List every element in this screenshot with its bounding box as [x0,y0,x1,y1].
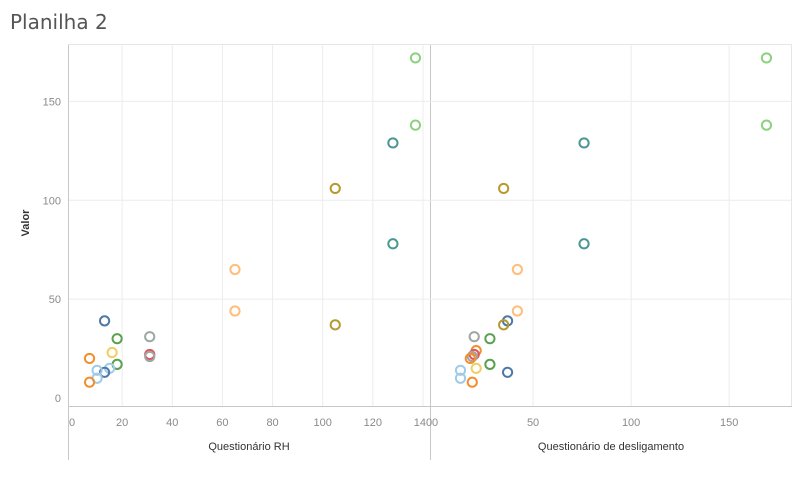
x-tick-label: 150 [720,417,738,429]
data-point[interactable] [144,331,156,343]
data-point[interactable] [329,319,341,331]
data-point[interactable] [466,376,478,388]
data-point[interactable] [409,52,422,64]
data-point[interactable] [498,319,510,331]
data-points [83,52,773,388]
sheet-title: Planilha 2 [10,10,108,34]
data-point[interactable] [578,238,590,250]
data-point[interactable] [511,305,523,317]
y-tick-label: 50 [49,294,61,306]
data-point[interactable] [578,137,590,149]
data-point[interactable] [470,362,482,374]
data-point[interactable] [98,366,111,378]
data-point[interactable] [83,376,96,388]
data-point[interactable] [111,333,123,345]
data-point[interactable] [98,315,111,327]
data-point[interactable] [760,119,773,131]
x-tick-label: 100 [622,417,640,429]
y-tick-label: 150 [43,96,61,108]
data-point[interactable] [498,182,510,195]
x-axis-title-left: Questionário RH [208,441,289,453]
data-point[interactable] [760,52,773,64]
data-point[interactable] [229,305,241,317]
y-axis-title: Valor [20,209,32,237]
data-point[interactable] [229,263,241,276]
gridlines [69,45,791,406]
data-point[interactable] [464,352,476,365]
data-point[interactable] [466,350,478,363]
x-tick-label: 0 [69,417,75,429]
data-point[interactable] [501,366,514,378]
data-point[interactable] [484,358,496,370]
data-point[interactable] [106,346,118,359]
x-tick-label: 60 [216,417,228,429]
x-tick-label: 120 [364,417,382,429]
x-tick-label: 50 [527,417,539,429]
x-tick-label: 20 [116,417,128,429]
data-point[interactable] [454,364,467,376]
y-tick-label: 0 [55,393,61,405]
data-point[interactable] [329,182,341,195]
data-point[interactable] [409,119,422,131]
data-point[interactable] [83,352,96,365]
data-point[interactable] [91,364,103,376]
x-tick-label: 0 [432,417,438,429]
data-point[interactable] [468,331,480,343]
x-tick-label: 40 [166,417,178,429]
x-axis-title-right: Questionário de desligamento [538,441,684,453]
data-point[interactable] [511,263,523,276]
y-tick-label: 100 [43,195,61,207]
data-point[interactable] [387,137,399,149]
data-point[interactable] [387,238,399,250]
data-point[interactable] [484,333,496,345]
data-point[interactable] [454,372,467,384]
x-tick-label: 100 [314,417,332,429]
data-point[interactable] [144,350,156,363]
x-tick-label: 80 [266,417,278,429]
x-tick-label: 140 [414,417,432,429]
